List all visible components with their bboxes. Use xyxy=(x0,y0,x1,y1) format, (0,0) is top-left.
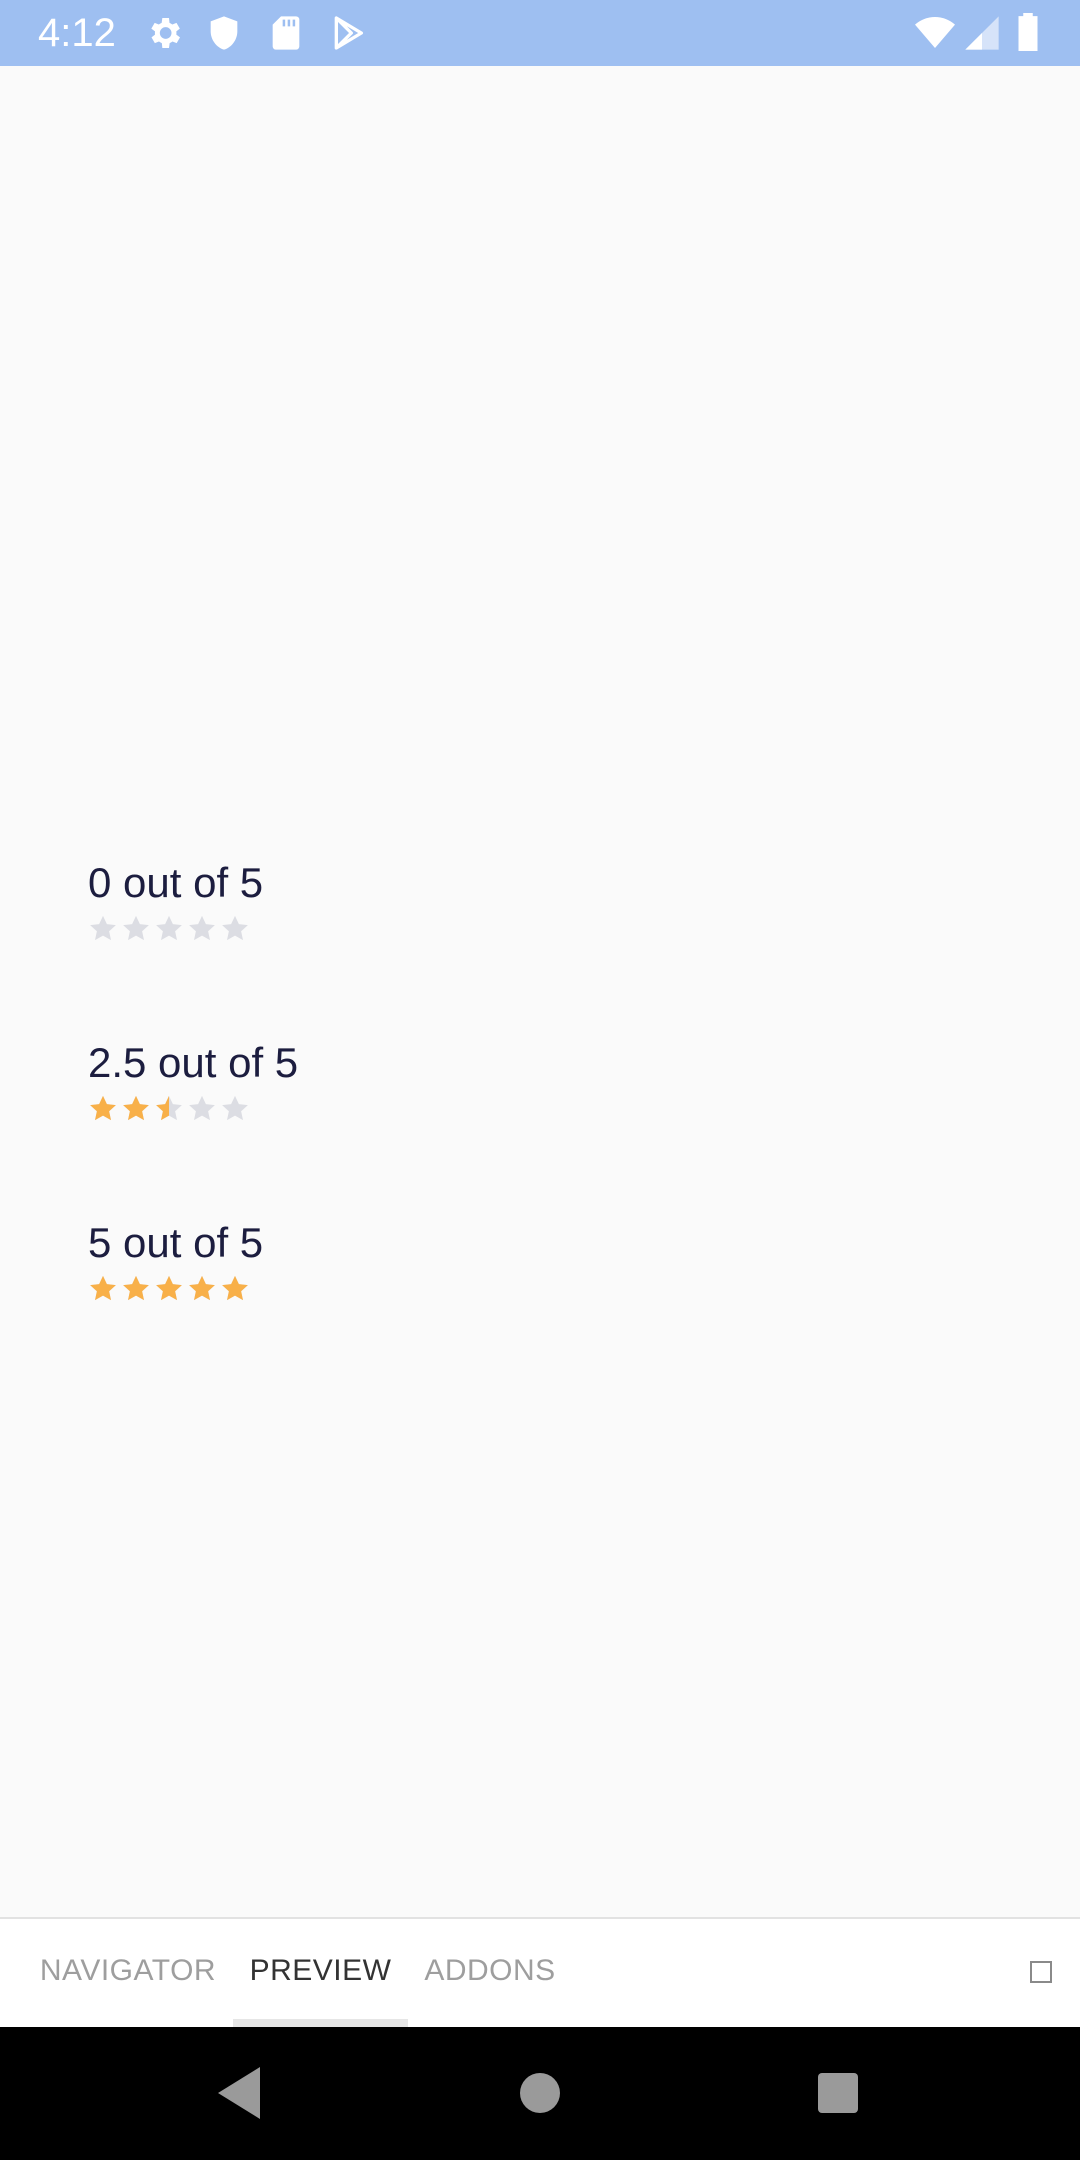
home-icon[interactable] xyxy=(508,2061,572,2125)
star-half-icon xyxy=(156,1095,182,1121)
star-empty-icon xyxy=(90,915,116,941)
battery-icon xyxy=(1010,13,1046,53)
tab-addons[interactable]: ADDONS xyxy=(424,1954,556,1987)
shield-icon xyxy=(204,13,244,53)
back-icon[interactable] xyxy=(208,2061,272,2125)
rating-row: 2.5 out of 5 xyxy=(88,1038,298,1124)
rating-row: 0 out of 5 xyxy=(88,858,263,944)
rating-label: 0 out of 5 xyxy=(88,859,264,906)
star-empty-icon xyxy=(189,1095,215,1121)
star-empty-icon xyxy=(123,915,149,941)
status-time: 4:12 xyxy=(38,11,116,55)
active-tab-indicator xyxy=(233,2019,408,2027)
sd-card-icon xyxy=(266,13,306,53)
system-nav-bar xyxy=(0,2027,1080,2160)
status-bar: 4:12 xyxy=(0,0,1080,66)
star-filled-icon xyxy=(123,1275,149,1301)
fullscreen-toggle-icon[interactable] xyxy=(1030,1961,1052,1983)
play-store-icon xyxy=(328,13,368,53)
signal-icon xyxy=(962,13,1002,53)
star-filled-icon xyxy=(189,1275,215,1301)
gear-icon xyxy=(144,13,184,53)
star-empty-icon xyxy=(222,1095,248,1121)
tab-preview[interactable]: PREVIEW xyxy=(249,1954,392,1987)
rating-row: 5 out of 5 xyxy=(88,1218,263,1304)
star-empty-icon xyxy=(222,915,248,941)
star-empty-icon xyxy=(156,915,182,941)
star-rating xyxy=(88,914,263,944)
star-filled-icon xyxy=(123,1095,149,1121)
wifi-icon xyxy=(912,13,958,53)
recents-icon[interactable] xyxy=(806,2061,870,2125)
star-filled-icon xyxy=(222,1275,248,1301)
star-filled-icon xyxy=(90,1095,116,1121)
tab-navigator[interactable]: NAVIGATOR xyxy=(39,1954,217,1987)
storybook-tab-bar: NAVIGATOR PREVIEW ADDONS xyxy=(0,1917,1080,2027)
rating-label: 2.5 out of 5 xyxy=(88,1039,299,1086)
rating-label: 5 out of 5 xyxy=(88,1219,264,1266)
star-rating xyxy=(88,1274,263,1304)
star-empty-icon xyxy=(189,915,215,941)
star-filled-icon xyxy=(156,1275,182,1301)
star-rating xyxy=(88,1094,298,1124)
star-filled-icon xyxy=(90,1275,116,1301)
